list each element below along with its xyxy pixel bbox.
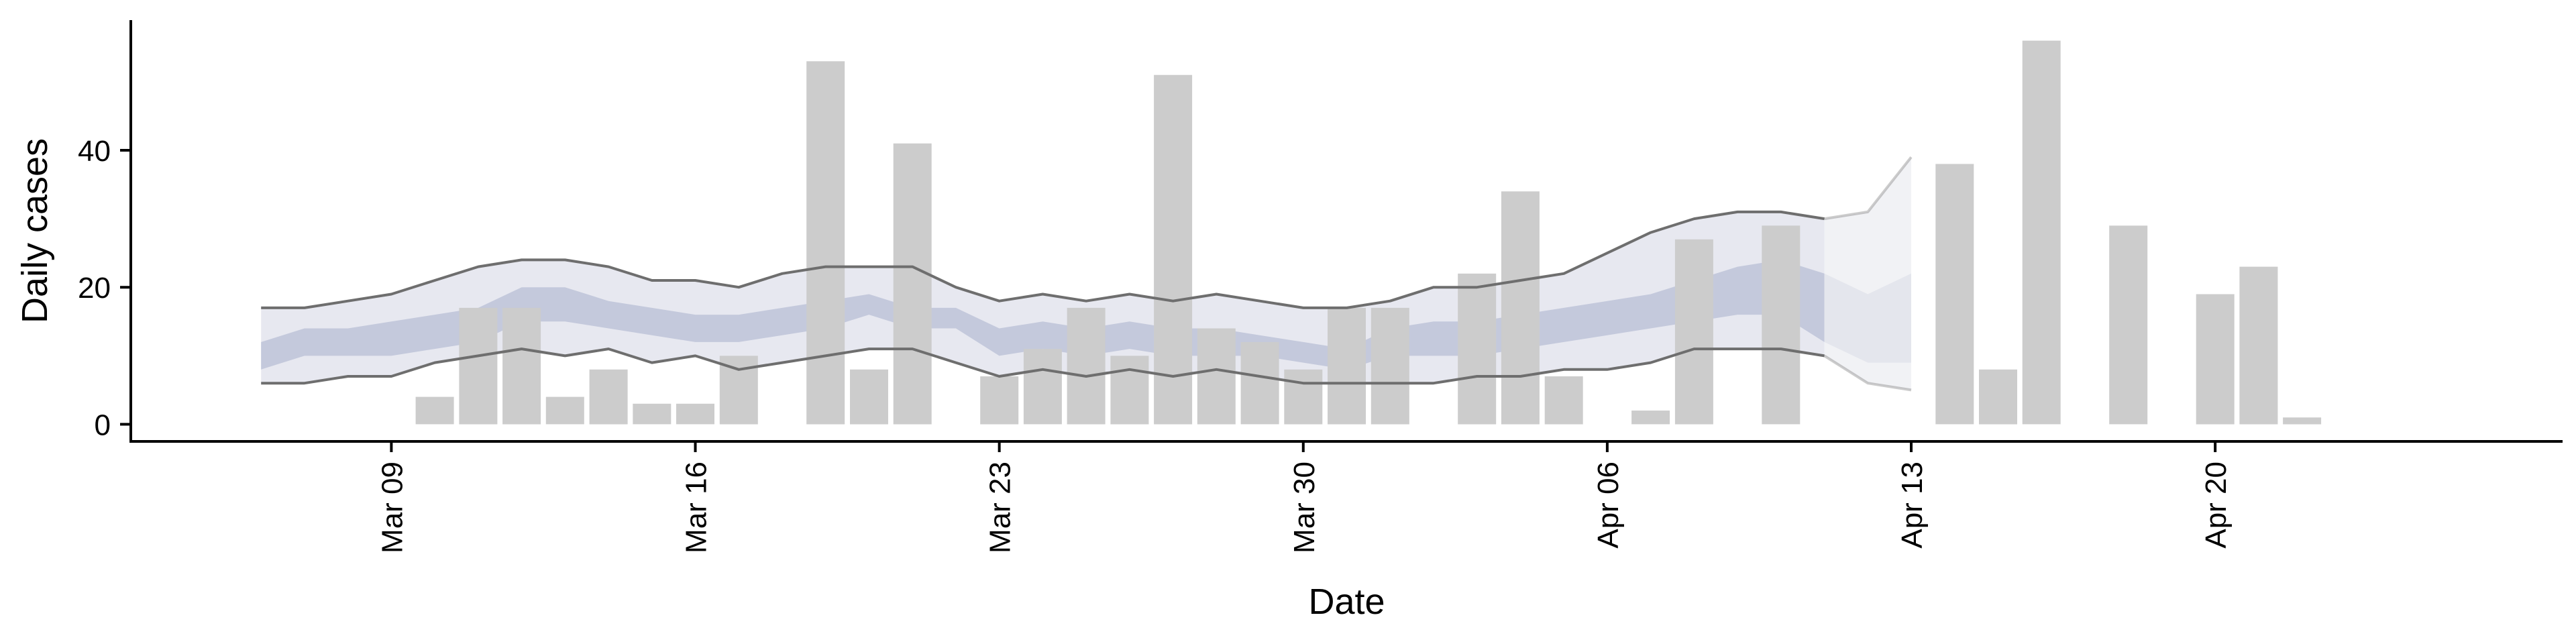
- y-axis-title: Daily cases: [15, 138, 55, 323]
- band-50-estimate: [261, 260, 1825, 370]
- bar: [1067, 307, 1106, 425]
- bar: [1762, 225, 1801, 425]
- bar: [502, 307, 541, 425]
- band-50-forecast: [1824, 273, 1911, 363]
- x-tick-label: Mar 09: [376, 462, 409, 553]
- bar: [850, 369, 888, 425]
- bar: [1284, 369, 1323, 425]
- bar: [1110, 356, 1149, 425]
- y-tick-label: 40: [78, 135, 111, 168]
- bar: [1979, 369, 2017, 425]
- bar: [2239, 266, 2278, 425]
- x-tick-label: Mar 16: [680, 462, 713, 553]
- y-ticks: 0 20 40: [78, 135, 131, 441]
- lower-bound-line-estimate: [261, 347, 1825, 385]
- lower-bound-line-forecast: [1823, 354, 1912, 392]
- upper-bound-line-estimate: [261, 210, 1825, 309]
- axes: [129, 20, 2563, 443]
- bar: [415, 396, 454, 425]
- bar: [1501, 191, 1540, 425]
- bar: [1458, 273, 1497, 425]
- upper-bound-line-forecast: [1824, 156, 1913, 221]
- y-tick-label: 20: [78, 272, 111, 305]
- bar: [1154, 74, 1193, 425]
- estimate-50-band: [261, 260, 1911, 370]
- x-tick-label: Apr 20: [2200, 462, 2233, 549]
- bar: [633, 403, 672, 425]
- bar: [1023, 349, 1062, 425]
- bar: [676, 403, 714, 425]
- bar: [589, 369, 628, 425]
- x-ticks: Mar 09 Mar 16 Mar 23 Mar 30 Apr 06 Apr 13 Apr …: [376, 441, 2233, 553]
- x-tick-label: Apr 13: [1896, 462, 1929, 549]
- y-tick-label: 0: [95, 409, 111, 441]
- bar: [806, 61, 845, 425]
- bar: [2109, 225, 2148, 425]
- bar: [1371, 307, 1409, 425]
- bar: [1631, 411, 1670, 425]
- bar: [2196, 294, 2235, 425]
- bar: [893, 143, 932, 425]
- x-tick-label: Mar 30: [1288, 462, 1321, 553]
- bar: [545, 396, 584, 425]
- bar: [1240, 341, 1279, 425]
- bar: [980, 376, 1019, 425]
- bar: [1674, 239, 1713, 425]
- x-tick-label: Apr 06: [1592, 462, 1625, 549]
- bar: [1935, 164, 1974, 425]
- bar: [1544, 376, 1583, 425]
- x-tick-label: Mar 23: [984, 462, 1017, 553]
- bar: [2022, 40, 2061, 425]
- bar: [1328, 307, 1366, 425]
- bar: [459, 307, 498, 425]
- bound-lines: [261, 156, 1913, 392]
- x-axis-title: Date: [1308, 582, 1385, 622]
- bar: [1197, 328, 1236, 425]
- bars: [415, 40, 2322, 425]
- bar: [2283, 417, 2322, 425]
